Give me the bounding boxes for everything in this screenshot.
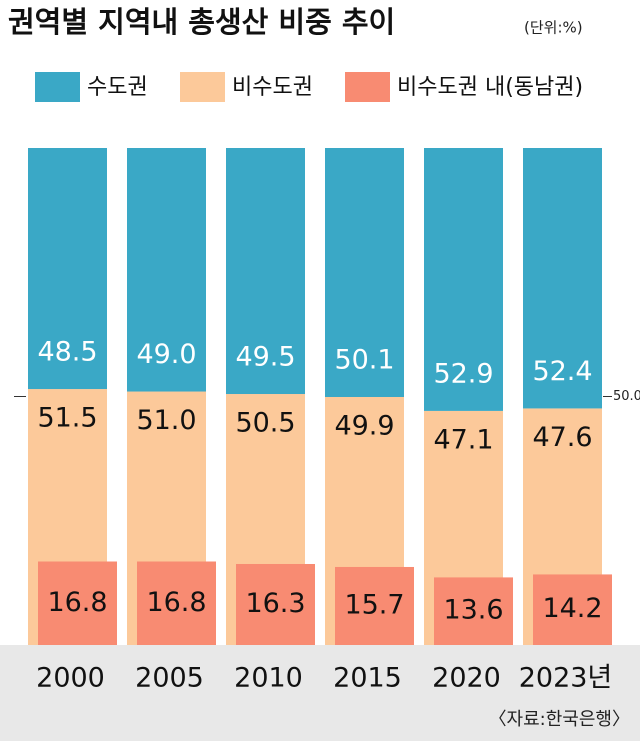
chart-title: 권역별 지역내 총생산 비중 추이 [8,5,395,39]
value-label: 49.0 [136,339,196,370]
legend-swatch [180,72,225,102]
x-tick-label: 2015 [333,663,402,694]
value-label: 50.1 [334,344,394,375]
value-label: 52.9 [433,358,493,389]
value-label: 16.8 [47,587,107,618]
x-tick-label: 2023년 [519,663,613,694]
bar [335,566,414,645]
legend-swatch [35,72,80,102]
legend-label: 비수도권 내(동남권) [397,75,583,100]
x-tick-label: 2020 [432,663,501,694]
value-label: 51.5 [37,403,97,434]
bar [236,563,315,645]
value-label: 50.5 [235,408,295,439]
legend-swatch [345,72,390,102]
value-label: 16.3 [245,588,305,619]
value-label: 47.1 [433,424,493,455]
value-label: 52.4 [532,356,592,387]
value-label: 13.6 [443,595,503,626]
value-label: 16.8 [146,587,206,618]
bar [434,577,513,645]
x-tick-label: 2005 [135,663,204,694]
value-label: 49.9 [334,410,394,441]
bar [523,148,602,409]
x-tick-label: 2010 [234,663,303,694]
bar [28,148,107,390]
value-label: 15.7 [344,589,404,620]
footer-band [0,645,640,741]
source: 〈자료:한국은행〉 [489,709,630,730]
value-label: 47.6 [532,422,592,453]
y-tick-label: 50.0 [613,389,640,404]
bar [325,148,404,397]
bar [424,148,503,411]
value-label: 48.5 [37,337,97,368]
value-label: 14.2 [542,593,602,624]
value-label: 51.0 [136,405,196,436]
chart-subtitle: (단위:%) [524,19,583,37]
bar [533,574,612,645]
legend-label: 수도권 [87,75,148,100]
bar [127,148,206,392]
bar [38,561,117,645]
bar [137,561,216,645]
bar [226,148,305,395]
legend-label: 비수도권 [232,75,313,100]
x-tick-label: 2000 [36,663,105,694]
value-label: 49.5 [235,342,295,373]
